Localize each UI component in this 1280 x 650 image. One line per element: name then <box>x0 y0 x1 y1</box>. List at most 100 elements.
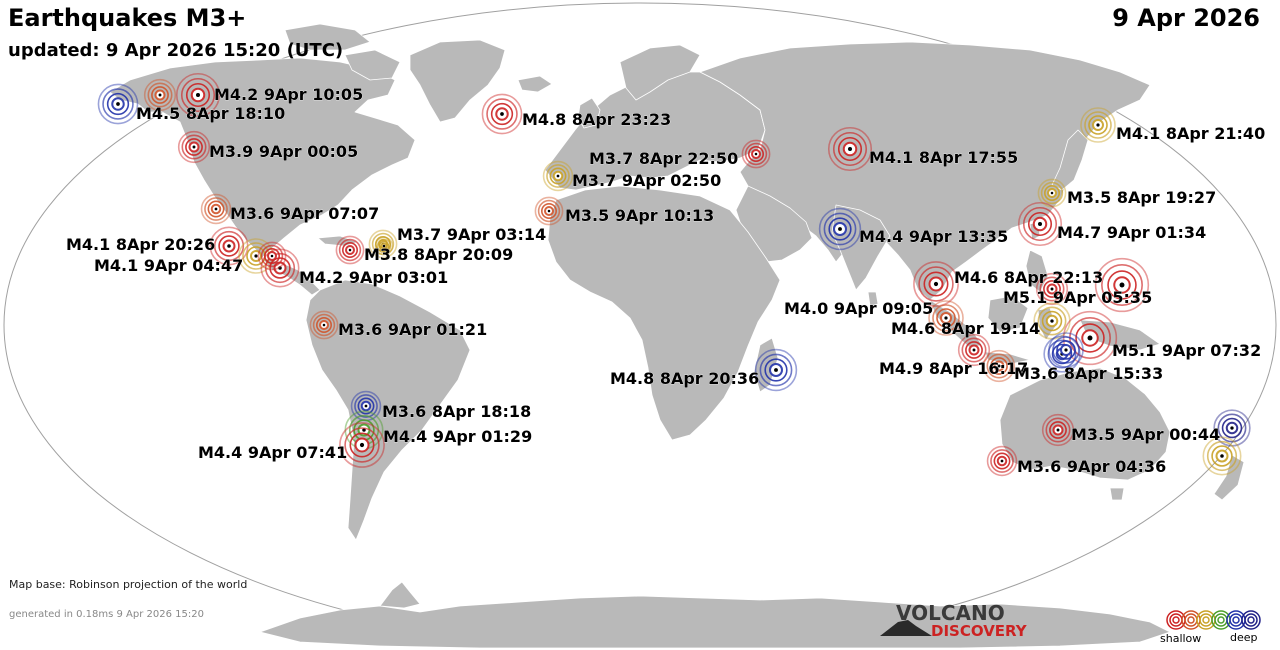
marker-epicenter <box>196 93 200 97</box>
earthquake-marker[interactable] <box>1094 257 1150 313</box>
quake-label: M3.6 8Apr 18:18 <box>382 402 531 421</box>
quake-label: M5.1 9Apr 07:32 <box>1112 341 1261 360</box>
earthquake-marker[interactable] <box>97 83 139 125</box>
marker-epicenter <box>116 102 120 106</box>
earthquake-marker[interactable] <box>754 348 798 392</box>
earthquake-marker[interactable] <box>1202 436 1242 476</box>
marker-ring <box>490 102 514 126</box>
quake-label: M3.7 9Apr 02:50 <box>572 171 721 190</box>
marker-ring <box>344 427 380 463</box>
earthquake-marker[interactable] <box>1041 413 1075 447</box>
marker-epicenter <box>754 152 758 156</box>
marker-ring <box>957 333 991 367</box>
marker-ring <box>207 200 225 218</box>
quake-label: M4.4 9Apr 01:29 <box>383 427 532 446</box>
marker-ring <box>213 230 245 262</box>
quake-label: M4.1 8Apr 21:40 <box>1116 124 1265 143</box>
marker-epicenter <box>972 348 976 352</box>
marker-ring <box>1035 272 1069 306</box>
marker-ring <box>986 353 1012 379</box>
earthquake-marker[interactable] <box>1035 272 1069 306</box>
marker-ring <box>200 193 232 225</box>
marker-ring <box>537 199 561 223</box>
earthquake-marker[interactable] <box>1080 107 1116 143</box>
earthquake-marker[interactable] <box>335 235 365 265</box>
marker-ring <box>993 452 1011 470</box>
marker-ring <box>1047 339 1077 369</box>
earthquake-marker[interactable] <box>534 196 564 226</box>
earthquake-marker[interactable] <box>542 160 574 192</box>
marker-epicenter <box>1050 191 1054 195</box>
earthquake-marker[interactable] <box>1017 201 1063 247</box>
earthquake-marker[interactable] <box>1037 178 1067 208</box>
earthquake-marker[interactable] <box>257 241 287 271</box>
marker-ring <box>823 212 857 246</box>
marker-ring <box>1221 417 1243 439</box>
marker-ring <box>747 146 764 163</box>
marker-epicenter <box>1096 123 1100 127</box>
generated-note: generated in 0.18ms 9 Apr 2026 15:20 <box>9 609 204 620</box>
earthquake-marker[interactable] <box>928 300 964 336</box>
marker-epicenter <box>270 254 274 258</box>
earthquake-marker[interactable] <box>309 310 339 340</box>
marker-ring <box>1041 413 1075 447</box>
marker-ring <box>1056 340 1076 360</box>
earthquake-marker[interactable] <box>1048 332 1084 368</box>
marker-epicenter <box>227 244 231 248</box>
earthquake-marker[interactable] <box>481 93 523 135</box>
marker-ring <box>1043 280 1061 298</box>
land-sri-lanka <box>867 291 879 307</box>
earthquake-marker[interactable] <box>957 333 991 367</box>
marker-ring <box>1052 336 1080 364</box>
earthquake-marker[interactable] <box>339 422 385 468</box>
marker-ring <box>1107 270 1137 300</box>
quake-label: M3.5 9Apr 10:13 <box>565 206 714 225</box>
marker-ring <box>1088 115 1108 135</box>
marker-ring <box>837 136 863 162</box>
quake-label: M4.8 8Apr 20:36 <box>610 369 759 388</box>
marker-ring <box>754 348 798 392</box>
earthquake-marker[interactable] <box>982 349 1016 383</box>
quake-label: M3.5 9Apr 00:44 <box>1071 425 1220 444</box>
earthquake-marker[interactable] <box>143 78 177 112</box>
earthquake-marker[interactable] <box>986 445 1018 477</box>
earthquake-marker[interactable] <box>1033 302 1071 340</box>
marker-ring <box>923 271 949 297</box>
quake-label: M3.8 8Apr 20:09 <box>364 245 513 264</box>
marker-ring <box>540 203 557 220</box>
earthquake-marker[interactable] <box>818 207 862 251</box>
marker-ring <box>1080 107 1116 143</box>
earthquake-marker[interactable] <box>827 126 873 172</box>
marker-ring <box>549 167 567 185</box>
marker-epicenter <box>1050 287 1054 291</box>
earthquake-marker[interactable] <box>1213 409 1251 447</box>
marker-ring <box>1040 181 1064 205</box>
volcano-discovery-logo[interactable]: VOLCANO DISCOVERY <box>880 601 1028 640</box>
marker-ring <box>1041 310 1063 332</box>
earthquake-marker[interactable] <box>374 236 394 256</box>
earthquake-marker[interactable] <box>175 72 221 118</box>
marker-epicenter <box>933 281 939 287</box>
marker-ring <box>315 316 332 333</box>
marker-ring <box>263 248 280 265</box>
earthquake-marker[interactable] <box>177 130 211 164</box>
marker-epicenter <box>1038 222 1042 226</box>
earthquake-marker[interactable] <box>913 261 959 307</box>
marker-ring <box>264 252 296 284</box>
marker-ring <box>1075 323 1105 353</box>
marker-ring <box>368 229 398 259</box>
quake-label: M4.2 9Apr 10:05 <box>214 85 363 104</box>
land-africa <box>547 185 781 441</box>
quake-label: M4.1 8Apr 20:26 <box>66 235 215 254</box>
marker-ring <box>357 397 375 415</box>
volcano-icon <box>880 620 932 636</box>
quake-label: M4.1 8Apr 17:55 <box>869 148 1018 167</box>
quake-label: M4.1 9Apr 04:47 <box>94 256 243 275</box>
earthquake-marker[interactable] <box>741 139 771 169</box>
land-greenland <box>409 39 506 123</box>
quake-label: M3.6 8Apr 15:33 <box>1014 364 1163 383</box>
marker-epicenter <box>1119 282 1125 288</box>
earthquake-marker[interactable] <box>200 193 232 225</box>
marker-ring <box>534 196 564 226</box>
